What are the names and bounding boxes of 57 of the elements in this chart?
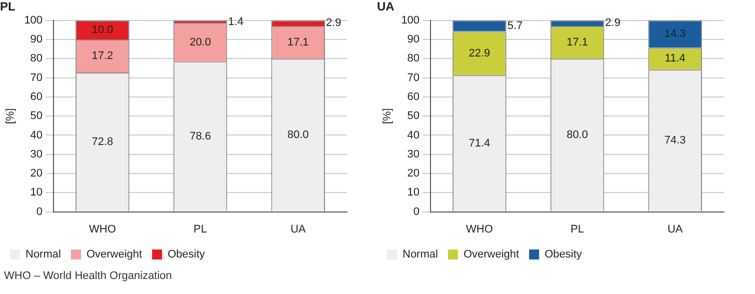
x-tick-label: UA <box>667 223 684 236</box>
data-label: 74.3 <box>664 134 686 146</box>
y-tick-label: 100 <box>401 14 420 26</box>
data-label: 2.9 <box>326 17 342 30</box>
chart-title: PL <box>0 0 16 14</box>
y-tick-label: 30 <box>30 148 43 160</box>
y-tick-label: 60 <box>407 90 420 103</box>
data-label: 80.0 <box>566 129 588 142</box>
x-tick-label: WHO <box>466 223 494 236</box>
data-label: 78.6 <box>190 130 211 142</box>
legend-label: Normal <box>26 248 61 261</box>
data-label: 17.1 <box>287 36 309 48</box>
y-axis-title: [%] <box>382 108 394 124</box>
data-label: 20.0 <box>190 36 211 48</box>
data-label: 11.4 <box>664 52 686 65</box>
y-tick-label: 80 <box>407 52 420 65</box>
y-tick-label: 100 <box>24 14 43 26</box>
x-tick-label: PL <box>570 223 584 236</box>
chart-title: UA <box>377 0 395 14</box>
legend-label: Normal <box>402 248 438 261</box>
data-label: 72.8 <box>92 136 114 148</box>
y-tick-label: 0 <box>36 206 43 218</box>
y-tick-label: 20 <box>407 168 420 180</box>
data-label: 22.9 <box>468 47 490 60</box>
data-label: 14.3 <box>664 28 686 40</box>
y-tick-label: 90 <box>407 34 420 46</box>
y-tick-label: 60 <box>30 90 43 103</box>
y-tick-label: 20 <box>30 168 43 180</box>
y-tick-label: 30 <box>407 148 420 160</box>
data-label: 71.4 <box>468 137 490 150</box>
data-label: 17.1 <box>566 36 588 48</box>
x-tick-label: UA <box>290 223 306 236</box>
data-label: 17.2 <box>92 50 114 62</box>
y-axis-title: [%] <box>4 108 17 124</box>
data-label: 5.7 <box>507 20 523 32</box>
y-tick-label: 70 <box>30 72 43 84</box>
x-tick-label: PL <box>194 223 208 236</box>
data-label: 1.4 <box>228 16 244 28</box>
y-tick-label: 10 <box>407 186 420 199</box>
legend-label: Obesity <box>544 248 582 261</box>
x-tick-label: WHO <box>89 223 116 236</box>
y-tick-label: 10 <box>30 186 43 199</box>
y-tick-label: 40 <box>407 129 420 142</box>
legend-label: Obesity <box>168 248 206 261</box>
y-tick-label: 70 <box>407 72 420 84</box>
y-tick-label: 50 <box>30 110 43 122</box>
legend-label: Overweight <box>86 248 142 261</box>
y-tick-label: 80 <box>30 52 43 65</box>
data-label: 10.0 <box>92 24 114 36</box>
y-tick-label: 90 <box>30 34 43 46</box>
data-label: 80.0 <box>287 129 309 142</box>
y-tick-label: 50 <box>407 110 420 122</box>
data-label: 2.9 <box>605 17 620 30</box>
y-tick-label: 0 <box>413 206 420 218</box>
y-tick-label: 40 <box>30 129 43 142</box>
text: WHO – World Health Organization <box>4 270 173 282</box>
legend-label: Overweight <box>463 248 520 261</box>
